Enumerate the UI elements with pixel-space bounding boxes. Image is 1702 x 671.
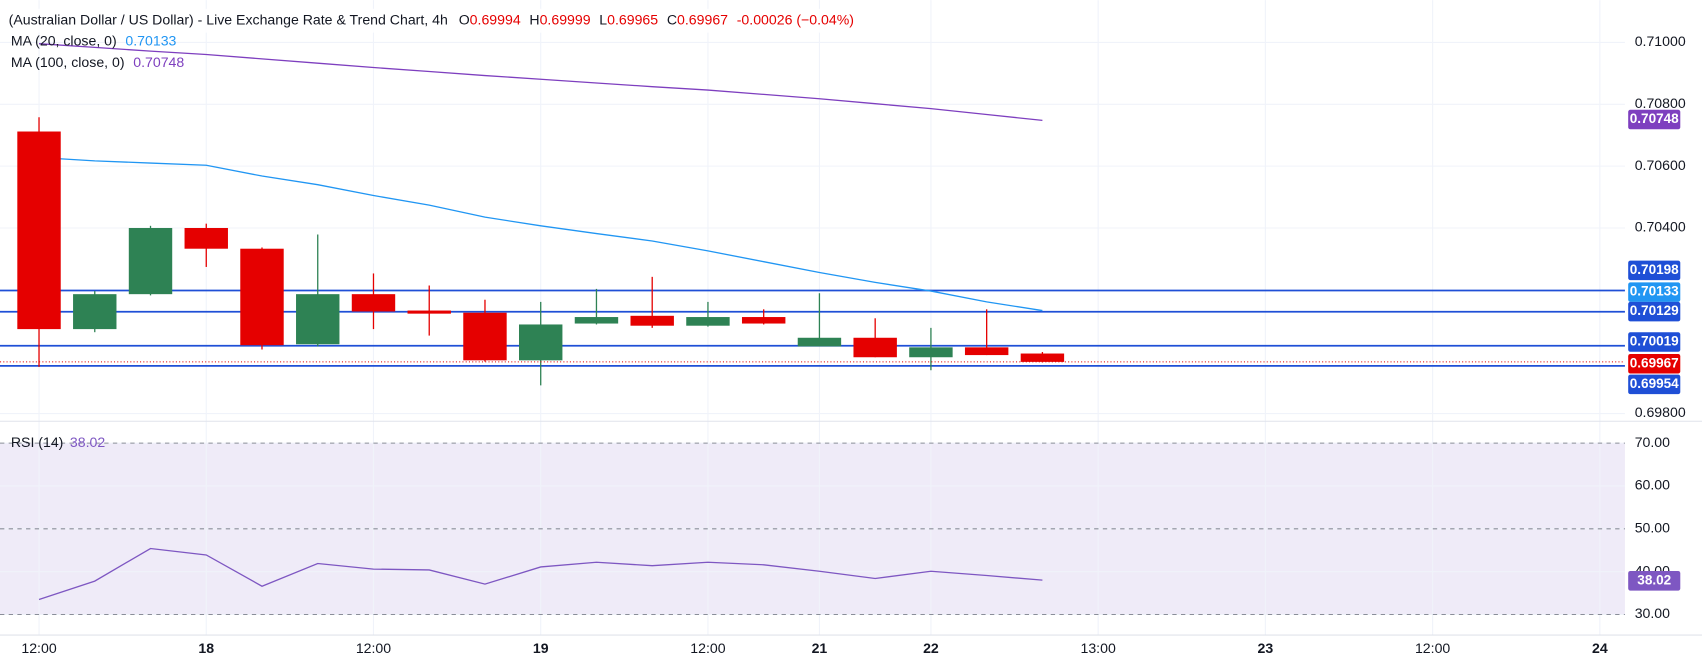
x-tick-label: 19 <box>533 640 549 656</box>
legend-entry: MA (100, close, 0) 0.70748 <box>11 54 185 70</box>
candle-body <box>964 347 1009 356</box>
candle-body <box>797 337 842 347</box>
price-tag <box>1628 374 1681 395</box>
price-tag <box>1628 282 1681 302</box>
chart-title: (Australian Dollar / US Dollar) - Live E… <box>9 11 448 27</box>
legend-value: 38.02 <box>70 434 105 450</box>
candle-body <box>128 227 173 295</box>
x-tick-label: 24 <box>1592 640 1608 656</box>
ohlc-value: 0.69967 <box>677 11 728 27</box>
price-tag-label: 0.70129 <box>1630 303 1679 318</box>
candle-body <box>73 294 117 330</box>
ohlc-value: 0.69965 <box>607 11 658 27</box>
price-tag <box>1628 353 1681 374</box>
candle-body <box>519 324 563 361</box>
candle-body <box>296 294 340 345</box>
candle-body <box>741 317 786 324</box>
legend-entry: MA (20, close, 0) 0.70133 <box>11 32 177 48</box>
candle-body <box>630 315 674 326</box>
legend-name: MA (20, close, 0) <box>11 32 117 48</box>
x-tick-label: 12:00 <box>21 640 56 656</box>
candle-body <box>240 248 284 346</box>
price-tag-label: 0.69967 <box>1630 355 1679 370</box>
candle-body <box>351 294 396 312</box>
ohlc-key: L <box>599 11 607 27</box>
y-tick-label: 0.71000 <box>1635 33 1686 49</box>
x-tick-label: 22 <box>923 640 939 656</box>
header-background <box>0 8 901 33</box>
candle-body <box>853 337 897 358</box>
candle-body <box>909 347 953 358</box>
price-tag-label: 0.70748 <box>1630 111 1679 126</box>
y-tick-label: 0.70800 <box>1635 95 1686 111</box>
x-tick-label: 13:00 <box>1080 640 1115 656</box>
candle-body <box>17 131 61 330</box>
x-tick-label: 23 <box>1258 640 1274 656</box>
y-tick-label: 60.00 <box>1635 477 1670 493</box>
legend-name: MA (100, close, 0) <box>11 54 125 70</box>
legend-name: RSI (14) <box>11 434 64 450</box>
y-tick-label: 0.70600 <box>1635 157 1686 173</box>
price-tag-label: 0.70133 <box>1630 284 1679 299</box>
candle-body <box>574 317 619 324</box>
ohlc-value: 0.69994 <box>470 11 521 27</box>
ohlc-key: C <box>667 11 677 27</box>
x-tick-label: 12:00 <box>690 640 725 656</box>
x-tick-label: 12:00 <box>1415 640 1450 656</box>
y-tick-label: 50.00 <box>1635 520 1670 536</box>
x-tick-label: 12:00 <box>356 640 391 656</box>
moving-average <box>38 156 1043 312</box>
price-tag-label: 0.70198 <box>1630 262 1679 277</box>
x-tick-label: 18 <box>198 640 214 656</box>
header: (Australian Dollar / US Dollar) - Live E… <box>9 11 854 27</box>
moving-average <box>38 43 1043 122</box>
change: -0.00026 (−0.04%) <box>737 11 854 27</box>
y-tick-label: 0.69800 <box>1635 404 1686 420</box>
price-tag <box>1628 571 1681 591</box>
candle-body <box>407 310 451 314</box>
rsi-line <box>38 547 1043 601</box>
price-tag <box>1628 301 1681 322</box>
price-tag <box>1628 260 1681 281</box>
y-tick-label: 0.70400 <box>1635 219 1686 235</box>
y-tick-label: 30.00 <box>1635 605 1670 621</box>
candle-body <box>463 312 507 361</box>
legend-value: 0.70748 <box>133 54 184 70</box>
x-tick-label: 21 <box>812 640 828 656</box>
candle-body <box>686 317 730 326</box>
price-tag <box>1628 332 1681 352</box>
ohlc-key: O <box>459 11 470 27</box>
y-tick-label: 70.00 <box>1635 434 1670 450</box>
candle-body <box>184 227 228 249</box>
legend-value: 0.70133 <box>125 32 176 48</box>
ohlc-key: H <box>529 11 539 27</box>
legend-entry: RSI (14) 38.02 <box>11 434 106 450</box>
price-tag-label: 38.02 <box>1637 572 1671 587</box>
candle-body <box>1020 353 1065 362</box>
ohlc-value: 0.69999 <box>540 11 591 27</box>
price-tag-label: 0.69954 <box>1630 376 1679 391</box>
price-tag-label: 0.70019 <box>1630 334 1679 349</box>
price-tag <box>1628 109 1681 130</box>
